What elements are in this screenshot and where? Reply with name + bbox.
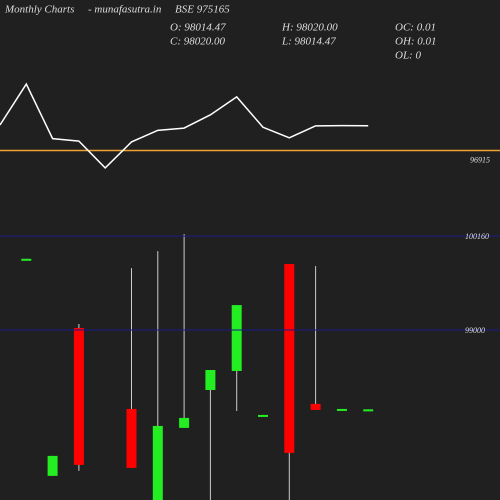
close-line <box>0 82 369 169</box>
candle-body <box>258 414 268 417</box>
high-label: H: 98020.00 <box>281 22 338 34</box>
reference-label: 96915 <box>470 155 490 164</box>
symbol: BSE 975165 <box>175 4 230 16</box>
y-tick-label: 99000 <box>465 326 485 335</box>
oh-label: OH: 0.01 <box>395 36 437 48</box>
candle-body <box>179 417 190 428</box>
candle-body <box>336 408 347 411</box>
candle-body <box>363 409 374 412</box>
close-label: C: 98020.00 <box>170 36 226 48</box>
open-label: O: 98014.47 <box>170 22 226 34</box>
candle-body <box>47 455 58 476</box>
site: - munafasutra.in <box>88 4 162 16</box>
candle-body <box>152 425 163 500</box>
candle-body <box>73 328 84 465</box>
candle-body <box>284 264 295 453</box>
low-label: L: 98014.47 <box>281 36 336 48</box>
candle-body <box>231 305 242 371</box>
candle-body <box>310 403 321 410</box>
candle-body <box>21 258 32 261</box>
y-tick-label: 100160 <box>465 232 489 241</box>
candle-body <box>126 408 137 468</box>
title: Monthly Charts <box>4 4 74 16</box>
candle-panel <box>21 234 374 500</box>
candle-body <box>205 370 216 391</box>
ol-label: OL: 0 <box>395 50 421 62</box>
oc-label: OC: 0.01 <box>395 22 436 34</box>
